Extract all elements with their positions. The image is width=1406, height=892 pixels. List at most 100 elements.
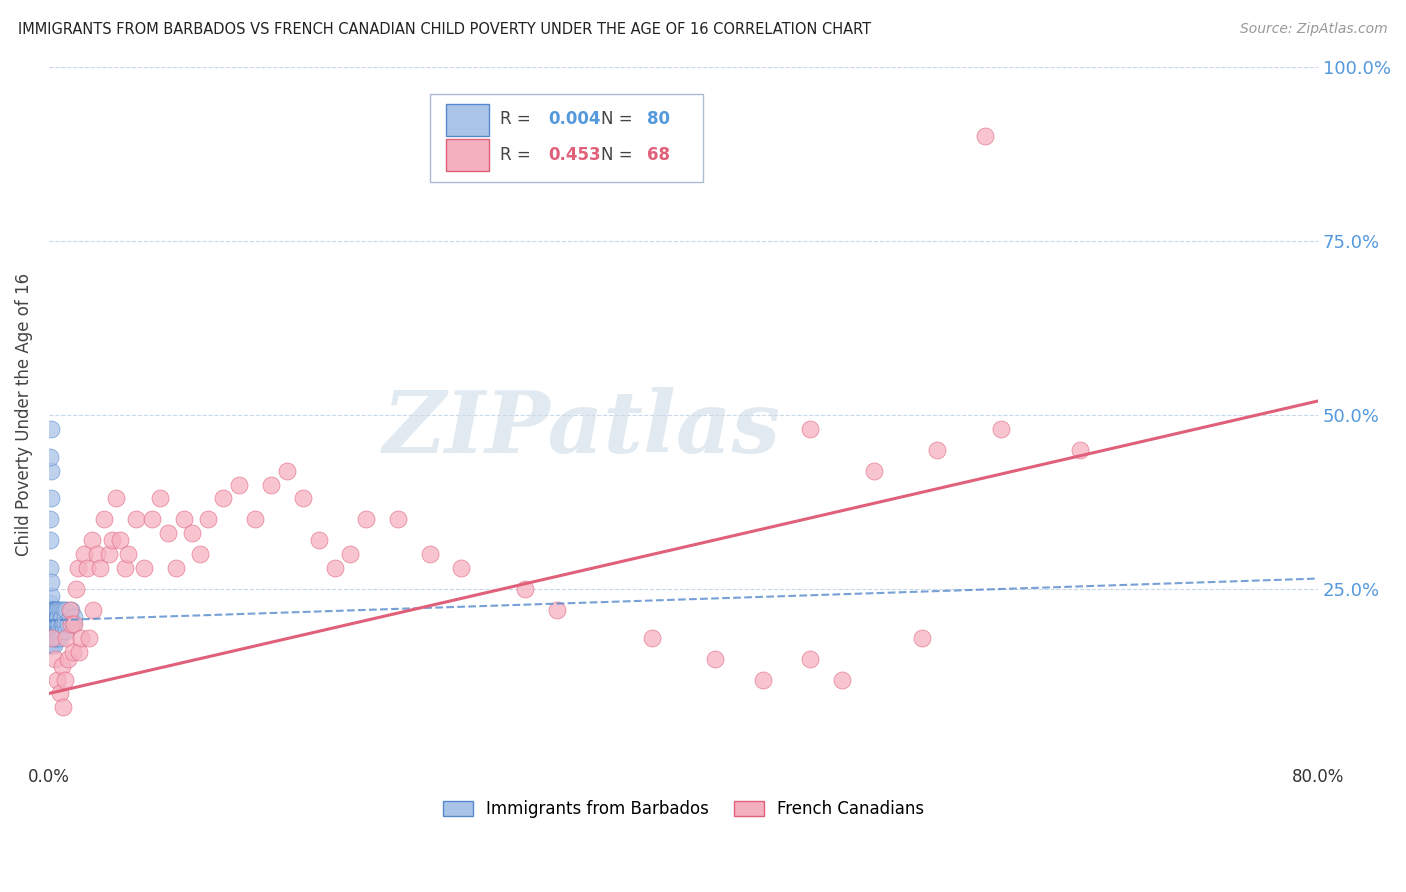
Point — [134, 561, 156, 575]
Point — [48, 616, 70, 631]
Point — [51, 610, 73, 624]
Y-axis label: Child Poverty Under the Age of 16: Child Poverty Under the Age of 16 — [15, 273, 32, 557]
Point — [49, 624, 72, 638]
FancyBboxPatch shape — [446, 103, 489, 136]
Point — [276, 464, 298, 478]
Point — [291, 491, 314, 506]
Point — [228, 477, 250, 491]
Point — [45, 610, 67, 624]
Point — [990, 422, 1012, 436]
Point — [42, 610, 65, 624]
Point — [42, 616, 65, 631]
Text: ZIPatlas: ZIPatlas — [382, 387, 782, 471]
Point — [58, 610, 80, 624]
Point — [974, 129, 997, 144]
Point — [39, 512, 62, 526]
Point — [69, 631, 91, 645]
Point — [41, 610, 63, 624]
Point — [704, 651, 727, 665]
Point — [39, 464, 62, 478]
Point — [39, 616, 62, 631]
Point — [45, 616, 67, 631]
Point — [156, 526, 179, 541]
Point — [546, 603, 568, 617]
Point — [48, 616, 70, 631]
Point — [77, 631, 100, 645]
Point — [387, 512, 409, 526]
Point — [55, 624, 77, 638]
Text: 68: 68 — [647, 146, 669, 164]
Point — [831, 673, 853, 687]
Point — [60, 616, 83, 631]
Point — [910, 631, 932, 645]
Point — [1069, 442, 1091, 457]
Point — [52, 700, 75, 714]
Point — [356, 512, 378, 526]
Point — [339, 547, 361, 561]
Point — [98, 547, 121, 561]
Point — [42, 631, 65, 645]
Text: R =: R = — [499, 110, 536, 128]
Point — [41, 631, 63, 645]
FancyBboxPatch shape — [430, 95, 703, 182]
Point — [53, 610, 76, 624]
Point — [39, 624, 62, 638]
Point — [39, 631, 62, 645]
Point — [180, 526, 202, 541]
Point — [58, 603, 80, 617]
Point — [513, 582, 536, 596]
Point — [39, 491, 62, 506]
Point — [60, 603, 83, 617]
Point — [39, 610, 62, 624]
Point — [260, 477, 283, 491]
Point — [245, 512, 267, 526]
Point — [39, 575, 62, 590]
Point — [51, 616, 73, 631]
Point — [39, 533, 62, 548]
Text: N =: N = — [600, 110, 638, 128]
Point — [41, 603, 63, 617]
Point — [45, 616, 67, 631]
Point — [48, 603, 70, 617]
Point — [45, 603, 67, 617]
Point — [44, 616, 66, 631]
Point — [114, 561, 136, 575]
Point — [62, 645, 84, 659]
Point — [44, 610, 66, 624]
Point — [41, 631, 63, 645]
Point — [42, 603, 65, 617]
Point — [41, 638, 63, 652]
Point — [53, 616, 76, 631]
Point — [89, 561, 111, 575]
Point — [41, 624, 63, 638]
Point — [39, 603, 62, 617]
Point — [39, 561, 62, 575]
Point — [44, 610, 66, 624]
Point — [41, 603, 63, 617]
Point — [51, 658, 73, 673]
Point — [42, 616, 65, 631]
Point — [863, 464, 886, 478]
Point — [49, 603, 72, 617]
Point — [39, 616, 62, 631]
Point — [76, 561, 98, 575]
Point — [39, 589, 62, 603]
Point — [55, 603, 77, 617]
Point — [62, 616, 84, 631]
Point — [52, 616, 75, 631]
Point — [101, 533, 124, 548]
Point — [48, 624, 70, 638]
Point — [450, 561, 472, 575]
Point — [56, 651, 79, 665]
Text: 0.004: 0.004 — [548, 110, 600, 128]
Point — [39, 450, 62, 464]
Point — [419, 547, 441, 561]
Text: 80: 80 — [647, 110, 669, 128]
Point — [141, 512, 163, 526]
Point — [65, 582, 87, 596]
Point — [39, 603, 62, 617]
Point — [49, 631, 72, 645]
Point — [125, 512, 148, 526]
Point — [799, 651, 821, 665]
Text: R =: R = — [499, 146, 536, 164]
